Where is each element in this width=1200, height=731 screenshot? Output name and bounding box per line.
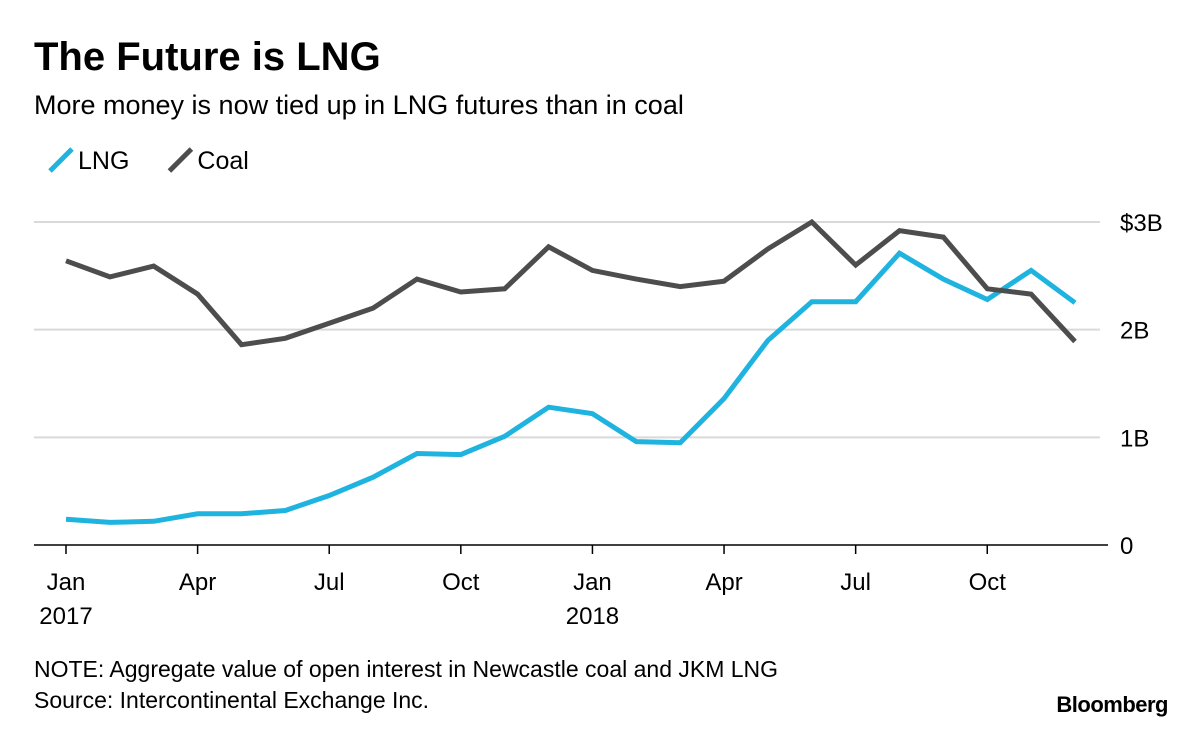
legend-swatch [48, 147, 74, 173]
y-tick-label: 2B [1120, 318, 1149, 345]
x-tick-label: Jan [47, 569, 86, 596]
x-tick-label: Jan [573, 569, 612, 596]
x-tick-label: Apr [179, 569, 216, 596]
y-tick-label: 0 [1120, 533, 1133, 560]
note: NOTE: Aggregate value of open interest i… [34, 656, 778, 682]
source: Source: Intercontinental Exchange Inc. [34, 687, 429, 713]
chart-subtitle: More money is now tied up in LNG futures… [34, 90, 684, 120]
x-tick-label: Oct [969, 569, 1007, 596]
series-line [65, 218, 1077, 348]
chart-title: The Future is LNG [34, 35, 381, 79]
x-tick-year: 2017 [39, 603, 92, 630]
legend-label: LNG [78, 147, 129, 175]
x-tick-label: Jul [314, 569, 345, 596]
y-tick-label: 1B [1120, 425, 1149, 452]
y-tick-label: $3B [1120, 210, 1163, 237]
x-tick-year: 2018 [566, 603, 619, 630]
series-line [65, 250, 1077, 525]
brand: Bloomberg [1056, 692, 1168, 717]
legend-label: Coal [197, 147, 248, 175]
x-tick-label: Oct [442, 569, 480, 596]
x-tick-label: Jul [840, 569, 871, 596]
legend-swatch [167, 147, 194, 173]
x-tick-label: Apr [705, 569, 742, 596]
